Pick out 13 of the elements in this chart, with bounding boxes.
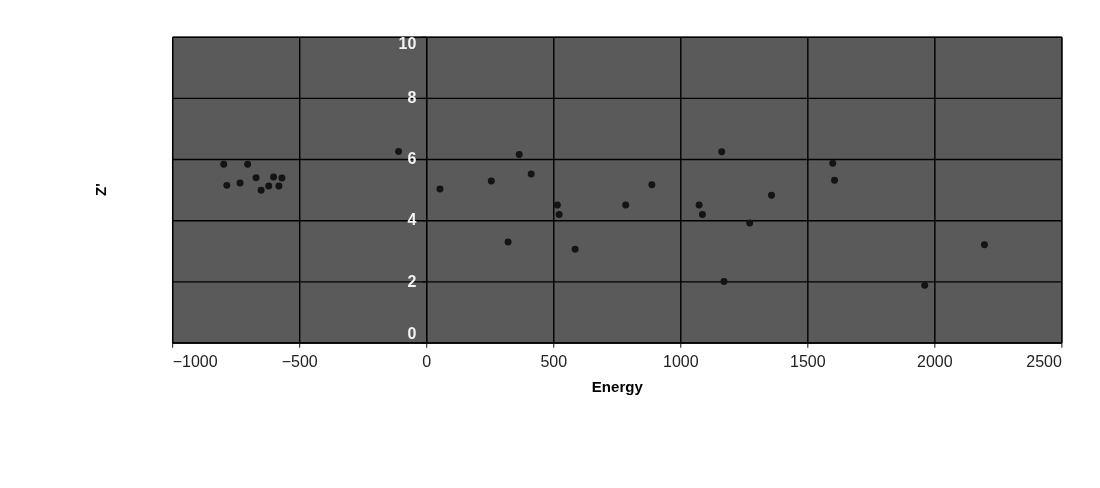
y-tick-label: 0 — [407, 325, 417, 343]
x-tick-label: 1000 — [663, 353, 699, 371]
x-tick-label: 0 — [422, 353, 432, 371]
x-tick-label: 2500 — [1026, 353, 1062, 371]
y-tick-label: 2 — [407, 272, 417, 290]
x-tick-label: 1500 — [790, 353, 826, 371]
y-axis-title: Z' — [92, 183, 110, 197]
x-tick-label: 2000 — [917, 353, 953, 371]
x-axis-title: Energy — [591, 377, 644, 395]
y-tick-label: 10 — [398, 35, 417, 53]
x-tick-label: −500 — [281, 353, 318, 371]
x-tick-label: 500 — [540, 353, 568, 371]
x-tick-label: −1000 — [172, 353, 218, 371]
